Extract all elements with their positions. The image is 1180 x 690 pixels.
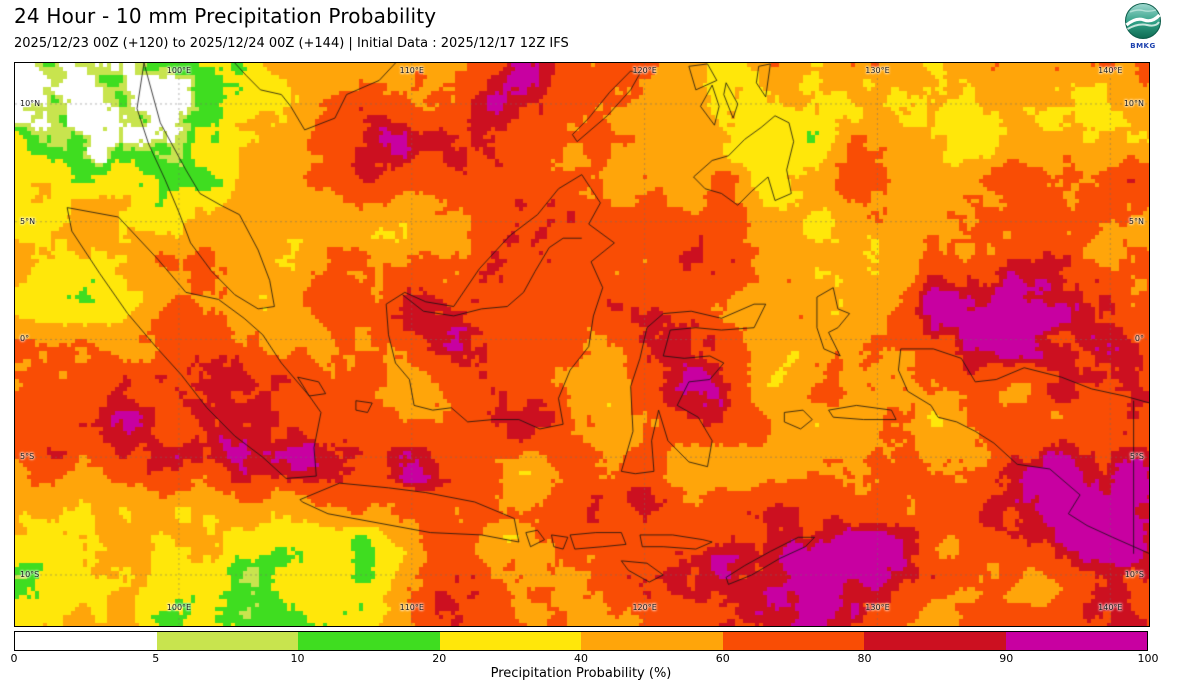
- colorbar: 0 5 10 20 40 60 80 90 100 Precipitation Probabil…: [10, 631, 1159, 681]
- colorbar-segment: [1005, 632, 1147, 650]
- colorbar-tick-label: 60: [715, 652, 730, 665]
- bmkg-globe-icon: [1125, 3, 1161, 39]
- colorbar-segment: [864, 632, 1006, 650]
- colorbar-tick-label: 40: [574, 652, 588, 665]
- bmkg-logo-text: BMKG: [1130, 42, 1156, 50]
- colorbar-label: Precipitation Probability (%): [490, 666, 672, 681]
- colorbar-segments: [14, 631, 1148, 651]
- colorbar-segment: [581, 632, 723, 650]
- bmkg-logo: BMKG: [1122, 2, 1164, 50]
- map-frame: 100°E 100°E 110°E 110°E 120°E 120°E 130°E 130°E…: [14, 62, 1150, 627]
- colorbar-tick-label: 10: [290, 652, 305, 665]
- colorbar-tick-label: 90: [999, 652, 1014, 665]
- colorbar-segment: [439, 632, 581, 650]
- precipitation-probability-map-canvas: [15, 63, 1149, 626]
- page-title: 24 Hour - 10 mm Precipitation Probabilit…: [14, 4, 437, 28]
- colorbar-tick-label: 0: [10, 652, 18, 665]
- colorbar-tick-label: 100: [1137, 652, 1159, 665]
- colorbar-tick-label: 5: [152, 652, 160, 665]
- colorbar-tick-label: 20: [432, 652, 447, 665]
- page-subtitle: 2025/12/23 00Z (+120) to 2025/12/24 00Z …: [14, 36, 569, 51]
- colorbar-segment: [15, 632, 157, 650]
- colorbar-segment: [156, 632, 298, 650]
- colorbar-ticks: 0 5 10 20 40 60 80 90 100: [10, 651, 1159, 665]
- colorbar-tick-label: 80: [857, 652, 872, 665]
- colorbar-segment: [722, 632, 864, 650]
- colorbar-segment: [298, 632, 440, 650]
